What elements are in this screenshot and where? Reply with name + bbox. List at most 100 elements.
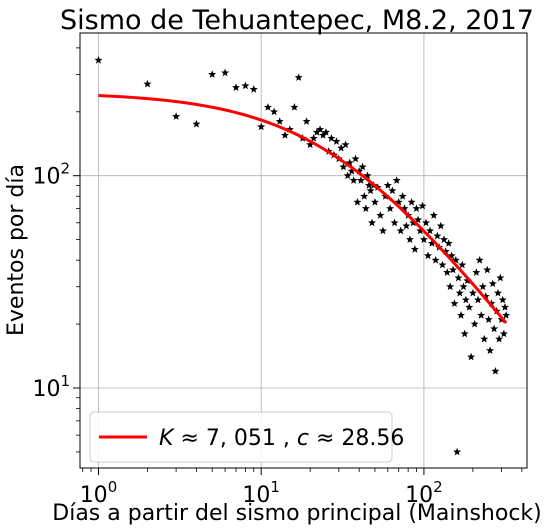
data-point: [383, 181, 392, 189]
data-point: [477, 311, 486, 319]
data-point: [410, 245, 419, 253]
data-point: [475, 255, 484, 264]
data-point: [370, 198, 379, 206]
data-point: [405, 235, 414, 244]
data-point: [470, 319, 479, 328]
data-point: [498, 295, 507, 304]
data-point: [270, 107, 279, 116]
data-point: [495, 334, 504, 343]
data-point: [446, 282, 455, 291]
data-point: [143, 79, 152, 88]
data-point: [394, 198, 403, 206]
data-point: [400, 204, 409, 212]
data-point: [484, 315, 493, 323]
data-point: [290, 103, 299, 111]
data-point: [449, 265, 458, 274]
data-point: [491, 367, 500, 375]
y-axis-label: Eventos por día: [4, 164, 29, 336]
data-point: [345, 158, 354, 167]
data-point: [302, 117, 311, 125]
data-point: [341, 140, 350, 149]
legend-k-value: 7, 051: [206, 426, 276, 451]
data-point: [337, 143, 346, 152]
data-point: [488, 279, 497, 288]
x-axis-label: Días a partir del sismo principal (Mains…: [52, 501, 541, 526]
data-point: [343, 171, 352, 180]
data-point: [365, 181, 374, 189]
data-point: [358, 162, 367, 171]
data-point: [424, 251, 433, 260]
data-point: [356, 176, 365, 184]
data-point: [467, 352, 476, 361]
data-point: [208, 70, 217, 78]
data-point: [172, 112, 181, 120]
data-point: [316, 125, 325, 133]
data-point: [454, 273, 463, 282]
data-point: [309, 134, 318, 142]
data-point: [433, 231, 442, 240]
data-point: [221, 68, 230, 77]
data-point: [418, 201, 427, 210]
data-point: [241, 81, 250, 90]
data-point: [376, 211, 385, 219]
legend: K ≈ 7, 051 , c ≈ 28.56: [89, 411, 404, 463]
data-point: [407, 198, 416, 206]
y-tick-label: 101: [32, 372, 70, 402]
data-point: [436, 221, 445, 230]
data-point: [363, 171, 372, 180]
data-point: [231, 83, 240, 91]
chart-title: Sismo de Tehuantepec, M8.2, 2017: [60, 5, 534, 36]
data-point: [480, 334, 489, 343]
grid: [80, 33, 527, 468]
fit-line: [98, 94, 508, 325]
data-point: [285, 125, 294, 133]
data-point: [94, 55, 103, 64]
legend-label: K ≈ 7, 051 , c ≈ 28.56: [159, 426, 404, 451]
data-point: [486, 346, 495, 355]
data-point: [453, 447, 462, 456]
data-point: [378, 226, 387, 235]
x-tick-label: 100: [80, 478, 118, 508]
data-point: [339, 162, 348, 171]
data-point: [447, 251, 456, 260]
data-point: [429, 211, 438, 219]
data-point: [347, 167, 356, 175]
data-point: [440, 235, 449, 244]
data-point: [257, 122, 266, 131]
data-point: [412, 204, 421, 212]
data-point: [366, 186, 375, 195]
data-point: [438, 260, 447, 269]
data-point: [478, 282, 487, 291]
x-tick-label: 102: [405, 478, 443, 508]
data-point: [427, 239, 436, 247]
data-point: [474, 295, 483, 304]
y-axis-ticks: 101 102: [32, 47, 80, 453]
legend-approx-2: ≈: [316, 426, 334, 451]
data-point: [414, 215, 423, 224]
data-point: [390, 218, 399, 227]
data-point: [192, 119, 201, 128]
x-axis-ticks: 100 101 102: [80, 468, 523, 508]
data-point: [422, 218, 430, 227]
data-point: [386, 204, 395, 212]
x-tick-label: 101: [242, 478, 280, 508]
data-point: [441, 247, 450, 255]
data-point: [319, 131, 328, 139]
data-point: [327, 134, 336, 142]
data-point: [455, 288, 464, 297]
data-point: [368, 218, 377, 227]
data-point: [402, 221, 411, 230]
data-point: [487, 299, 496, 307]
data-point: [483, 265, 492, 274]
data-point: [416, 226, 425, 235]
data-point: [461, 295, 470, 304]
data-point: [280, 131, 289, 139]
data-point: [332, 137, 341, 145]
data-point: [496, 273, 505, 282]
legend-approx-1: ≈: [180, 426, 198, 451]
data-point: [450, 299, 459, 307]
data-point: [459, 282, 468, 291]
data-point: [263, 103, 272, 111]
legend-c-symbol: c: [297, 426, 309, 451]
plot-frame: [79, 32, 528, 469]
